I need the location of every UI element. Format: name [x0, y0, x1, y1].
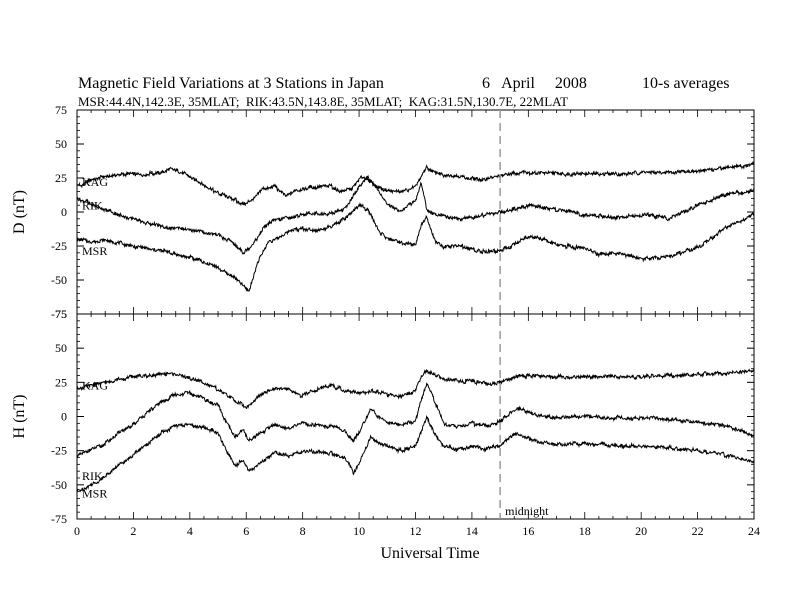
series-line-rik — [76, 174, 755, 255]
y-tick-label: 75 — [55, 103, 67, 117]
x-axis: 0 2 4 6 8 10 12 14 16 18 20 22 24 — [74, 524, 760, 538]
y-tick-label: 0 — [61, 410, 67, 424]
x-tick-label: 22 — [692, 524, 704, 538]
y-tick-label: 25 — [55, 171, 67, 185]
series-label-msr: MSR — [82, 244, 107, 258]
y-axis-label: D (nT) — [11, 190, 28, 234]
chart-date: 6 April 2008 — [482, 75, 587, 92]
x-axis-label: Universal Time — [380, 545, 479, 562]
panel-frame — [76, 109, 755, 315]
y-tick-label: 25 — [55, 375, 67, 389]
series-label-rik: RIK — [82, 469, 103, 483]
y-tick-label: -25 — [51, 239, 67, 253]
x-tick-label: 4 — [187, 524, 193, 538]
chart-average: 10-s averages — [642, 75, 730, 92]
x-tick-label: 20 — [635, 524, 647, 538]
series-label-kag: KAG — [82, 175, 108, 189]
series-label-rik: RIK — [82, 199, 103, 213]
series-line-rik — [76, 382, 755, 459]
y-tick-label: -25 — [51, 444, 67, 458]
y-tick-label: -50 — [51, 273, 67, 287]
series-label-msr: MSR — [82, 487, 107, 501]
x-tick-label: 12 — [410, 524, 422, 538]
y-tick-label: 50 — [55, 341, 67, 355]
chart-subtitle: MSR:44.4N,142.3E, 35MLAT; RIK:43.5N,143.… — [78, 94, 568, 109]
x-tick-label: 6 — [243, 524, 249, 538]
series-line-kag — [76, 368, 755, 410]
y-tick-label: -75 — [51, 307, 67, 321]
panel-d: 75 50 25 0 -25 -50 -75 D (nT) KAG RIK MSR — [11, 103, 755, 321]
y-tick-label: 0 — [61, 205, 67, 219]
x-tick-label: 24 — [748, 524, 760, 538]
y-tick-label: -75 — [51, 512, 67, 526]
x-tick-label: 10 — [353, 524, 365, 538]
midnight-label: midnight — [505, 504, 549, 518]
panel-h: 75 50 25 0 -25 -50 -75 H (nT) KAG RIK MSR — [11, 307, 755, 526]
midnight-marker: midnight — [499, 110, 549, 519]
y-tick-label: 75 — [55, 307, 67, 321]
series-line-msr — [76, 414, 755, 493]
y-axis-label: H (nT) — [11, 395, 28, 439]
x-tick-label: 18 — [579, 524, 591, 538]
y-tick-label: -50 — [51, 478, 67, 492]
x-tick-label: 14 — [466, 524, 478, 538]
chart-title: Magnetic Field Variations at 3 Stations … — [78, 75, 384, 92]
x-tick-label: 0 — [74, 524, 80, 538]
panel-frame — [76, 313, 755, 520]
x-tick-label: 8 — [300, 524, 306, 538]
x-tick-label: 2 — [130, 524, 136, 538]
x-tick-label: 16 — [522, 524, 534, 538]
y-tick-label: 50 — [55, 137, 67, 151]
series-line-msr — [76, 202, 755, 293]
series-label-kag: KAG — [82, 379, 108, 393]
series-line-kag — [76, 160, 755, 207]
